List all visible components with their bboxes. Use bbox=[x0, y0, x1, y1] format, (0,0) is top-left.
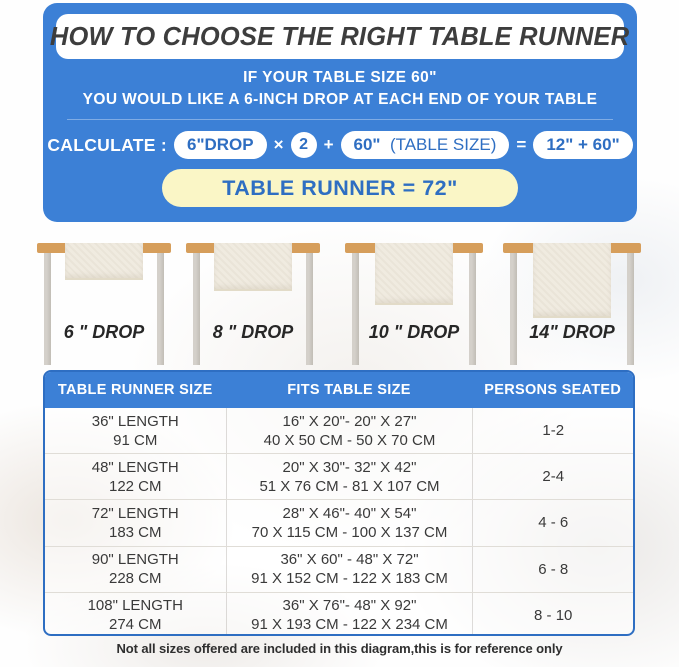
persons-seated-cell: 6 - 8 bbox=[472, 546, 633, 592]
cell-line: 228 CM bbox=[108, 570, 162, 588]
calculate-label: CALCULATE : bbox=[47, 134, 167, 155]
cell-line: 6 - 8 bbox=[538, 560, 569, 578]
table-leg-icon bbox=[352, 252, 359, 365]
fits-table-cell: 16" X 20"- 20" X 27" 40 X 50 CM - 50 X 70… bbox=[225, 408, 473, 454]
runner-size-cell: 72" LENGTH 183 CM bbox=[45, 500, 226, 545]
page-title: HOW TO CHOOSE THE RIGHT TABLE RUNNER bbox=[50, 21, 630, 51]
runner-size-cell: 36" LENGTH 91 CM bbox=[45, 408, 226, 453]
cell-line: 122 CM bbox=[108, 477, 162, 495]
multiply-sign: × bbox=[273, 135, 284, 154]
equals-sign: = bbox=[516, 135, 527, 154]
table-leg-icon bbox=[306, 252, 313, 365]
table-row: 72" LENGTH 183 CM 28" X 46"- 40" X 54" 70 X… bbox=[45, 499, 633, 546]
divider-line bbox=[66, 119, 614, 120]
drop-diagrams: 6 " DROP 8 " DROP 10 " DROP 14" DROP bbox=[0, 230, 679, 367]
drop-figure: 8 " DROP bbox=[186, 230, 320, 367]
cell-line: 91 X 152 CM - 122 X 183 CM bbox=[251, 570, 448, 588]
table-leg-icon bbox=[627, 252, 634, 365]
cell-line: 108" LENGTH bbox=[87, 597, 183, 615]
footer-note: Not all sizes offered are included in th… bbox=[116, 641, 563, 656]
drop-pill: 6"DROP bbox=[173, 131, 267, 159]
size-table-header: TABLE RUNNER SIZE FITS TABLE SIZE PERSON… bbox=[45, 372, 633, 408]
cell-line: 183 CM bbox=[108, 523, 162, 541]
table-leg-icon bbox=[44, 252, 51, 365]
runner-size-cell: 108" LENGTH 274 CM bbox=[45, 593, 226, 634]
cell-line: 90" LENGTH bbox=[91, 551, 179, 569]
drop-label: 8 " DROP bbox=[212, 322, 294, 342]
table-size-value: 60" bbox=[353, 135, 381, 154]
cell-line: 1-2 bbox=[542, 422, 565, 440]
table-leg-icon bbox=[469, 252, 476, 365]
cell-line: 16" X 20"- 20" X 27" bbox=[282, 412, 417, 430]
persons-seated-cell: 2-4 bbox=[472, 454, 633, 500]
table-runner-icon bbox=[375, 243, 453, 305]
table-runner-icon bbox=[214, 243, 292, 291]
column-header-persons: PERSONS SEATED bbox=[484, 382, 622, 398]
fits-table-cell: 20" X 30"- 32" X 42" 51 X 76 CM - 81 X 10… bbox=[225, 454, 473, 500]
persons-seated-cell: 8 - 10 bbox=[472, 592, 633, 634]
result-pill: 12" + 60" bbox=[533, 131, 633, 159]
table-runner-icon bbox=[533, 243, 611, 318]
runner-result-pill: TABLE RUNNER = 72" bbox=[162, 169, 518, 207]
cell-line: 274 CM bbox=[108, 616, 162, 634]
table-leg-icon bbox=[157, 252, 164, 365]
drop-figure: 6 " DROP bbox=[37, 230, 171, 367]
drop-label: 6 " DROP bbox=[63, 322, 145, 342]
table-runner-icon bbox=[65, 243, 143, 280]
cell-line: 72" LENGTH bbox=[91, 504, 179, 522]
fits-table-cell: 28" X 46"- 40" X 54" 70 X 115 CM - 100 X … bbox=[225, 500, 473, 546]
size-table: TABLE RUNNER SIZE FITS TABLE SIZE PERSON… bbox=[43, 370, 635, 636]
subtitle-line-1: IF YOUR TABLE SIZE 60" bbox=[243, 69, 437, 86]
cell-line: 8 - 10 bbox=[534, 606, 573, 624]
column-header-fits-table: FITS TABLE SIZE bbox=[287, 382, 411, 398]
multiplier-badge: 2 bbox=[290, 132, 317, 158]
persons-seated-cell: 1-2 bbox=[472, 408, 633, 454]
table-size-pill: 60" (TABLE SIZE) bbox=[340, 131, 510, 159]
runner-size-cell: 48" LENGTH 122 CM bbox=[45, 454, 226, 499]
cell-line: 48" LENGTH bbox=[91, 458, 179, 476]
table-leg-icon bbox=[193, 252, 200, 365]
cell-line: 91 X 193 CM - 122 X 234 CM bbox=[251, 616, 448, 634]
cell-line: 4 - 6 bbox=[538, 514, 569, 532]
cell-line: 36" X 60" - 48" X 72" bbox=[280, 551, 419, 569]
instruction-panel: HOW TO CHOOSE THE RIGHT TABLE RUNNER IF … bbox=[43, 3, 637, 222]
table-size-note: (TABLE SIZE) bbox=[389, 135, 497, 154]
table-row: 108" LENGTH 274 CM 36" X 76"- 48" X 92" 91 … bbox=[45, 591, 633, 634]
persons-seated-cell: 4 - 6 bbox=[472, 500, 633, 546]
cell-line: 51 X 76 CM - 81 X 107 CM bbox=[259, 477, 440, 495]
drop-label: 10 " DROP bbox=[368, 322, 460, 342]
size-table-body: 36" LENGTH 91 CM 16" X 20"- 20" X 27" 40 X … bbox=[45, 408, 633, 634]
table-leg-icon bbox=[510, 252, 517, 365]
title-card: HOW TO CHOOSE THE RIGHT TABLE RUNNER bbox=[50, 14, 630, 59]
cell-line: 28" X 46"- 40" X 54" bbox=[282, 504, 417, 522]
table-row: 48" LENGTH 122 CM 20" X 30"- 32" X 42" 51 X… bbox=[45, 453, 633, 500]
plus-sign: + bbox=[323, 135, 334, 154]
cell-line: 40 X 50 CM - 50 X 70 CM bbox=[263, 431, 436, 449]
cell-line: 36" LENGTH bbox=[91, 412, 179, 430]
cell-line: 91 CM bbox=[113, 431, 158, 449]
cell-line: 70 X 115 CM - 100 X 137 CM bbox=[251, 523, 448, 541]
runner-size-cell: 90" LENGTH 228 CM bbox=[45, 547, 226, 592]
calculation-row: CALCULATE : 6"DROP × 2 + 60" (TABLE SIZE… bbox=[43, 130, 637, 160]
cell-line: 2-4 bbox=[542, 468, 565, 486]
cell-line: 36" X 76"- 48" X 92" bbox=[282, 597, 417, 615]
fits-table-cell: 36" X 76"- 48" X 92" 91 X 193 CM - 122 X … bbox=[225, 592, 473, 634]
subtitle-line-2: YOU WOULD LIKE A 6-INCH DROP AT EACH END… bbox=[82, 91, 598, 108]
drop-figure: 10 " DROP bbox=[345, 230, 483, 367]
fits-table-cell: 36" X 60" - 48" X 72" 91 X 152 CM - 122 X… bbox=[225, 546, 473, 592]
cell-line: 20" X 30"- 32" X 42" bbox=[282, 458, 417, 476]
drop-figure: 14" DROP bbox=[503, 230, 641, 367]
drop-label: 14" DROP bbox=[529, 322, 615, 342]
table-row: 90" LENGTH 228 CM 36" X 60" - 48" X 72" 91 … bbox=[45, 545, 633, 592]
column-header-runner-size: TABLE RUNNER SIZE bbox=[57, 382, 213, 398]
table-row: 36" LENGTH 91 CM 16" X 20"- 20" X 27" 40 X … bbox=[45, 408, 633, 454]
